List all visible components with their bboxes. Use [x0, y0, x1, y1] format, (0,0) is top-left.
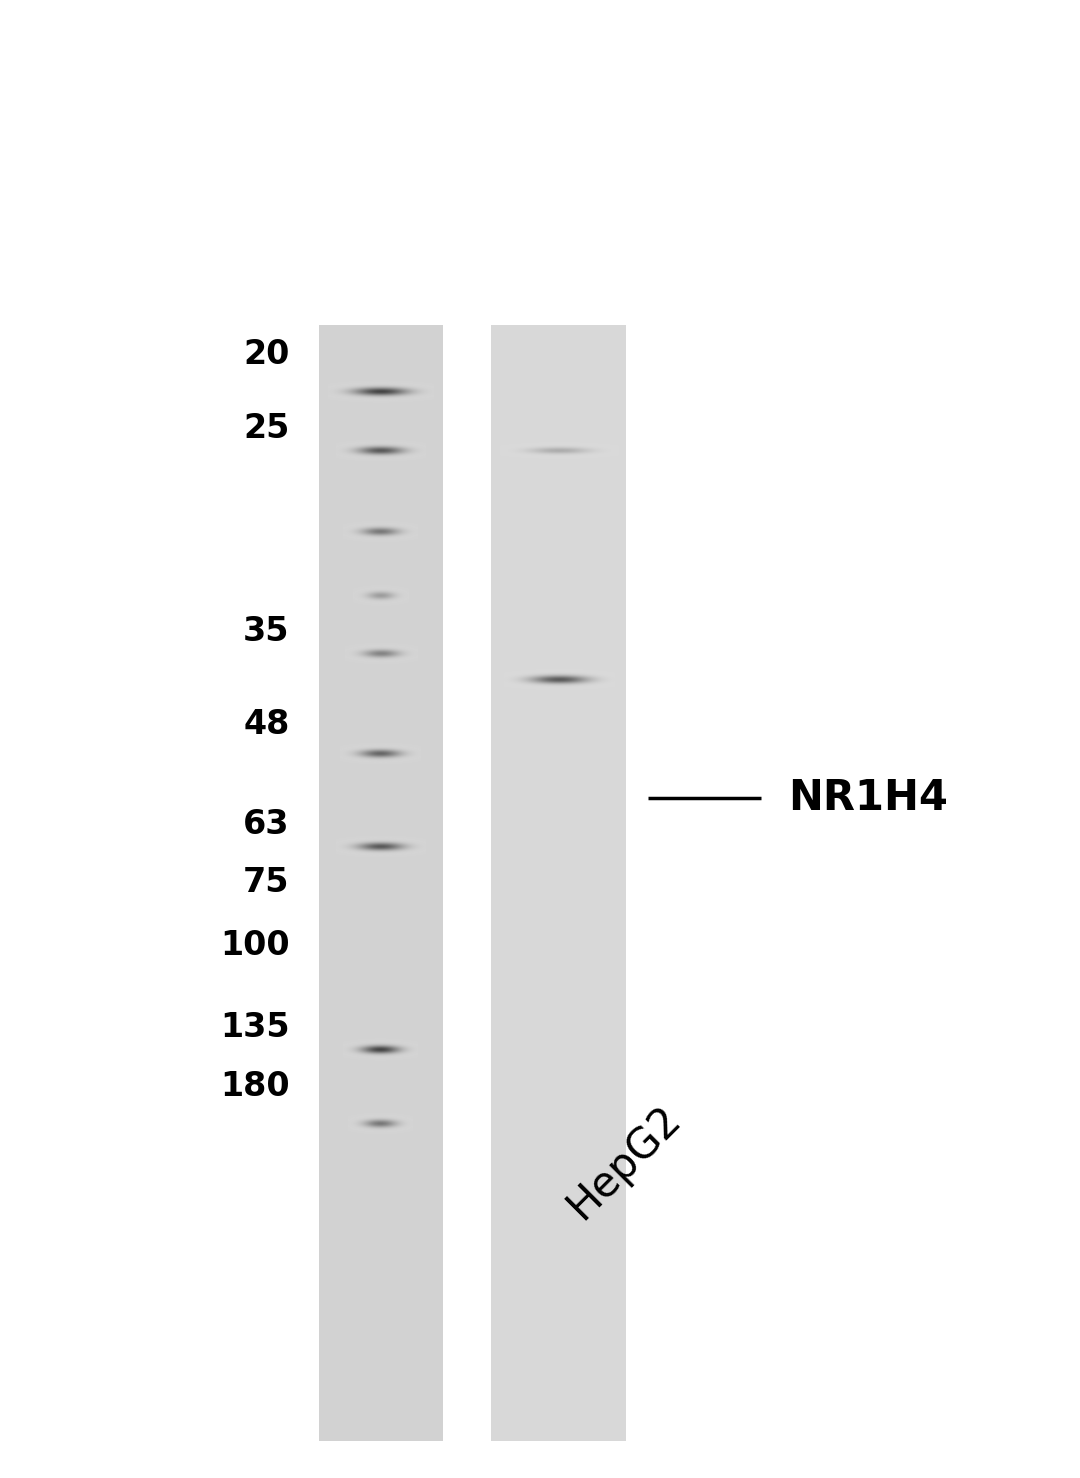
Text: 75: 75 — [243, 866, 289, 899]
Text: 48: 48 — [243, 708, 289, 740]
Text: 35: 35 — [243, 615, 289, 647]
Bar — [319, 325, 443, 1441]
Text: 25: 25 — [243, 412, 289, 445]
Text: 63: 63 — [243, 808, 289, 841]
Bar — [491, 325, 626, 1441]
Text: 20: 20 — [243, 338, 289, 371]
Text: HepG2: HepG2 — [559, 1097, 689, 1227]
Text: NR1H4: NR1H4 — [788, 777, 948, 819]
Text: 180: 180 — [220, 1070, 289, 1103]
Text: 100: 100 — [220, 930, 289, 962]
Text: 135: 135 — [220, 1011, 289, 1043]
